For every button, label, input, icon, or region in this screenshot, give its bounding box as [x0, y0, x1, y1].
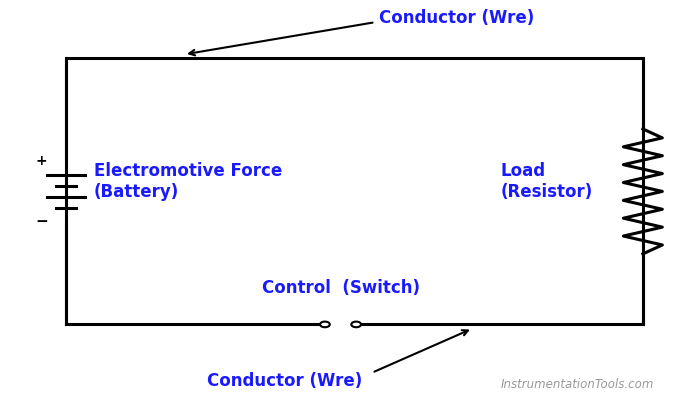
Text: Conductor (Wre): Conductor (Wre): [207, 372, 363, 390]
Text: Control  (Switch): Control (Switch): [261, 279, 420, 297]
Text: Load
(Resistor): Load (Resistor): [500, 162, 593, 201]
Circle shape: [320, 322, 329, 327]
Text: Conductor (Wre): Conductor (Wre): [379, 9, 534, 27]
Text: Electromotive Force
(Battery): Electromotive Force (Battery): [94, 162, 282, 201]
Circle shape: [351, 322, 361, 327]
Text: +: +: [36, 154, 47, 168]
Text: InstrumentationTools.com: InstrumentationTools.com: [500, 378, 654, 391]
Text: −: −: [35, 214, 48, 229]
